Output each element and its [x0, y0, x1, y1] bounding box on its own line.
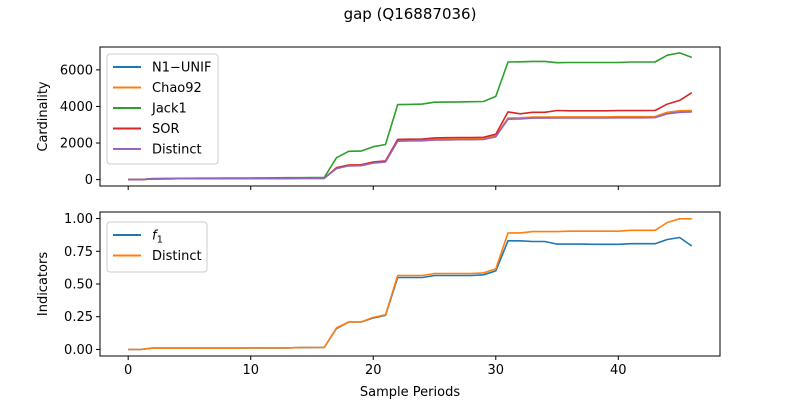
x-tick-label: 10 — [242, 363, 259, 378]
x-tick-label: 30 — [487, 363, 504, 378]
y-tick-label: 2000 — [60, 137, 93, 152]
legend-label-chao92: Chao92 — [152, 81, 202, 96]
x-tick-label: 0 — [124, 363, 132, 378]
series-line-f-1 — [128, 236, 693, 351]
legend-label-sor: SOR — [152, 122, 180, 137]
legend-box — [106, 221, 208, 273]
x-axis-label: Sample Periods — [360, 385, 460, 400]
figure-title: gap (Q16887036) — [344, 5, 477, 23]
y-tick-label: 0.75 — [64, 245, 93, 260]
y-tick-label: 0.00 — [64, 343, 93, 358]
y-axis-label: Cardinality — [36, 81, 51, 152]
x-tick-label: 20 — [365, 363, 382, 378]
y-tick-label: 0 — [85, 173, 93, 188]
legend-label-n1-unif: N1−UNIF — [152, 61, 211, 76]
cardinality-panel: 0 2000 4000 6000 Cardinality N1−UNIF Chao92 Jac… — [36, 46, 721, 190]
legend-label-distinct: Distinct — [152, 249, 202, 264]
legend: N1−UNIF Chao92 Jack1 SOR Distinct — [106, 53, 219, 165]
legend: f1 Distinct — [106, 221, 208, 273]
series-line-distinct — [128, 111, 692, 181]
y-axis-label: Indicators — [36, 252, 51, 316]
legend-label-f-1: f1 — [152, 229, 163, 246]
y-tick-label: 4000 — [60, 100, 93, 115]
axes-frame — [99, 46, 721, 187]
y-tick-label: 0.25 — [64, 310, 93, 325]
series-line-distinct — [128, 218, 692, 351]
legend-label-jack1: Jack1 — [151, 102, 187, 117]
x-tick-label: 40 — [610, 363, 627, 378]
y-tick-label: 6000 — [60, 63, 93, 78]
legend-box — [106, 53, 219, 165]
indicators-panel: 0 10 20 30 40 0.00 0.25 0.50 0.75 1.00 Indicators f… — [36, 211, 721, 378]
y-tick-label: 0.50 — [64, 278, 93, 293]
y-tick-label: 1.00 — [64, 212, 93, 227]
legend-label-distinct: Distinct — [152, 143, 202, 158]
